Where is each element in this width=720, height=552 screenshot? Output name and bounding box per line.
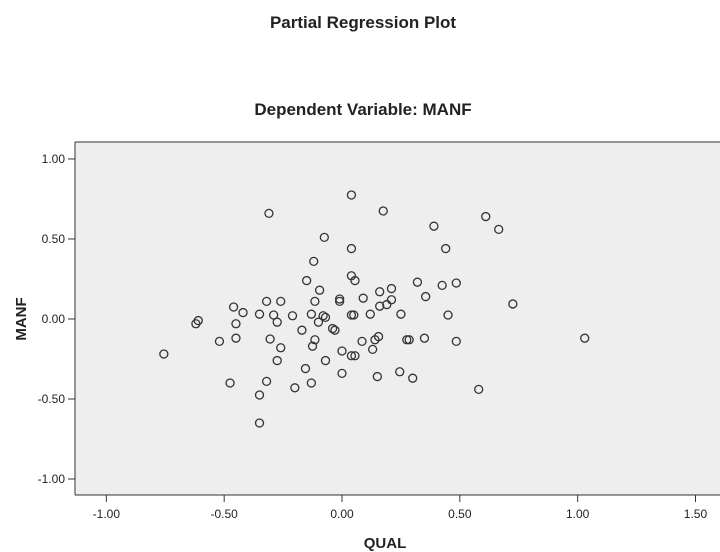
- x-tick-label: 1.00: [566, 507, 590, 521]
- x-tick-label: 0.00: [330, 507, 354, 521]
- x-axis-label: QUAL: [364, 535, 407, 552]
- chart: Partial Regression Plot Dependent Variab…: [0, 0, 720, 552]
- chart-subtitle: Dependent Variable: MANF: [254, 100, 471, 119]
- chart-title: Partial Regression Plot: [270, 13, 456, 32]
- x-tick-label: -1.00: [93, 507, 121, 521]
- x-tick-label: 0.50: [448, 507, 472, 521]
- y-tick-label: 0.50: [42, 232, 66, 246]
- x-tick-label: 1.50: [684, 507, 708, 521]
- x-tick-label: -0.50: [210, 507, 238, 521]
- y-tick-label: 1.00: [42, 152, 66, 166]
- y-axis-label: MANF: [13, 297, 30, 340]
- y-tick-label: 0.00: [42, 312, 66, 326]
- plot-area: [75, 142, 720, 495]
- y-tick-label: -0.50: [38, 392, 66, 406]
- y-tick-label: -1.00: [38, 472, 66, 486]
- page: {"chart_data": { "type": "scatter", "tit…: [0, 0, 720, 552]
